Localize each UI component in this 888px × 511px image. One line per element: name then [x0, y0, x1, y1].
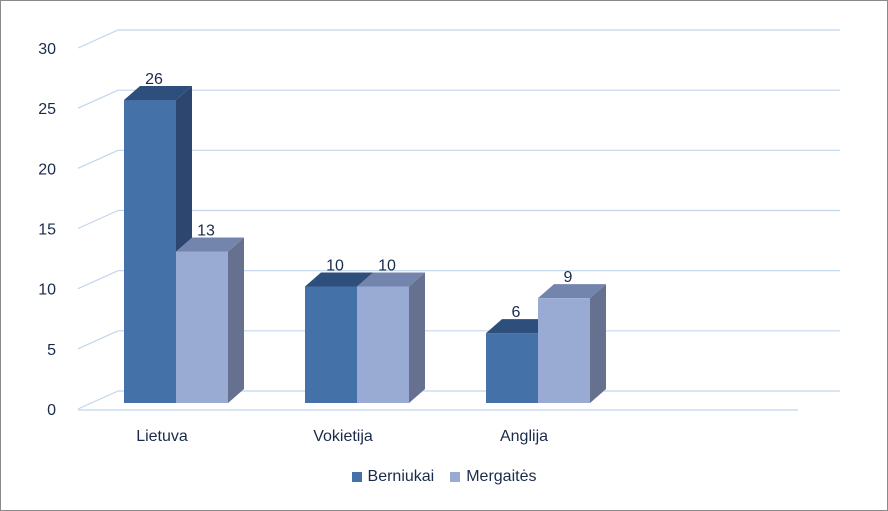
side-wall-gridline [77, 330, 119, 350]
y-tick-label: 5 [47, 342, 56, 359]
data-label: 13 [197, 223, 215, 240]
y-tick-label: 15 [38, 222, 56, 239]
bar-mergaitės-lietuva [176, 251, 228, 403]
legend-label-mergaites: Mergaitės [466, 468, 537, 485]
legend-item-berniukai: Berniukai [351, 468, 435, 486]
bar-top [357, 272, 425, 287]
y-tick-label: 0 [47, 402, 56, 419]
data-label: 10 [378, 257, 396, 274]
side-wall-gridline [77, 149, 119, 169]
x-category-label: Vokietija [313, 428, 373, 445]
x-category-label: Lietuva [136, 428, 188, 445]
legend-swatch-mergaites [450, 472, 461, 482]
bar-side [590, 284, 606, 403]
legend: Berniukai Mergaitės [0, 468, 888, 486]
data-label: 9 [564, 269, 573, 286]
legend-swatch-berniukai [351, 472, 362, 482]
side-wall-gridline [77, 390, 119, 410]
bar-top [305, 272, 373, 287]
bar-top [538, 284, 606, 299]
y-axis-ticks: 0 5 10 15 20 25 30 [38, 41, 56, 419]
legend-item-mergaites: Mergaitės [450, 468, 536, 486]
bar-top [486, 319, 554, 334]
bar-top [124, 86, 192, 100]
data-labels-layer: 26 13 10 10 6 9 [145, 71, 572, 321]
bar-mergaitės-anglija [538, 298, 590, 403]
bar-berniukai-lietuva [124, 100, 176, 403]
y-tick-label: 10 [38, 282, 56, 299]
y-tick-label: 30 [38, 41, 56, 58]
bar-side [228, 237, 244, 403]
y-tick-label: 25 [38, 101, 56, 118]
data-label: 10 [326, 257, 344, 274]
bars-layer [124, 86, 606, 403]
side-wall-gridline [77, 209, 119, 230]
bar-mergaitės-vokietija [357, 286, 409, 403]
side-wall-gridline [77, 270, 119, 290]
data-label: 26 [145, 71, 163, 88]
x-axis-categories: Lietuva Vokietija Anglija [136, 428, 548, 445]
side-wall-gridline [77, 29, 119, 49]
bar-top [176, 237, 244, 252]
side-wall-gridline [77, 89, 119, 109]
bar-side [409, 272, 425, 403]
bar-berniukai-anglija [486, 333, 538, 403]
bar-berniukai-vokietija [305, 286, 357, 403]
data-label: 6 [512, 304, 521, 321]
x-category-label: Anglija [500, 428, 548, 445]
legend-label-berniukai: Berniukai [367, 468, 435, 485]
y-tick-label: 20 [38, 161, 56, 178]
